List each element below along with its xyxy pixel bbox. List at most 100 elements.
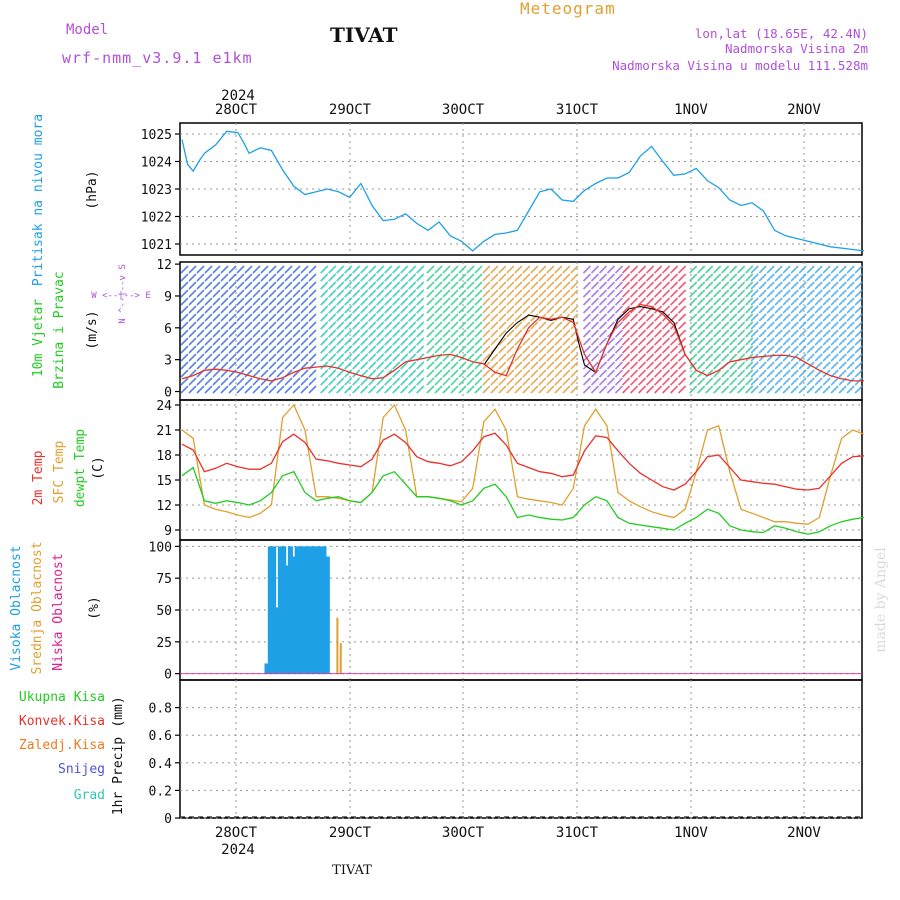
wind-arrow [300, 305, 309, 314]
wind-arrow [729, 377, 738, 386]
wind-arrow [729, 305, 738, 314]
wind-arrow [838, 297, 847, 306]
wind-arrow [474, 337, 483, 346]
wind-arrow [750, 329, 759, 338]
wind-arrow [782, 345, 791, 354]
wind-arrow [360, 297, 369, 306]
wind-arrow [590, 329, 600, 338]
wind-arrow [284, 265, 293, 274]
cloud-ylabel-high: Visoka Oblacnost [9, 545, 24, 670]
wind-arrow [822, 289, 831, 298]
wind-arrow [582, 377, 592, 386]
coords-label: lon,lat (18.65E, 42.4N) [695, 26, 868, 41]
wind-arrow [798, 321, 807, 330]
wind-arrow [300, 385, 309, 394]
wind-arrow [782, 305, 791, 314]
wind-arrow [474, 273, 483, 282]
wind-arrow [538, 329, 547, 338]
top-year-label: 2024 [221, 88, 255, 104]
wind-arrow [846, 369, 855, 378]
wind-arrow [766, 321, 775, 330]
wind-arrow [713, 329, 722, 338]
wind-arrow [774, 369, 783, 378]
wind-arrow [538, 281, 547, 290]
wind-arrow [830, 273, 839, 282]
wind-arrow [426, 345, 435, 354]
wind-arrow [622, 377, 631, 386]
wind-arrow [376, 345, 385, 354]
wind-arrow [846, 273, 855, 282]
wind-arrow [750, 385, 759, 394]
wind-arrow [244, 297, 253, 306]
wind-arrow [490, 361, 499, 370]
wind-arrow [570, 337, 579, 346]
wind-arrow [236, 313, 245, 322]
wind-arrow [737, 313, 746, 322]
wind-arrow [538, 289, 547, 298]
wind-arrow [598, 321, 608, 330]
wind-arrow [196, 377, 205, 386]
wind-arrow [750, 377, 759, 386]
wind-arrow [376, 265, 385, 274]
wind-arrow [228, 281, 237, 290]
wind-arrow [721, 273, 730, 282]
wind-arrow [466, 305, 475, 314]
wind-arrow [236, 385, 245, 394]
wind-arrow [678, 353, 687, 362]
wind-arrow [514, 321, 523, 330]
wind-arrow [598, 281, 608, 290]
wind-arrow [442, 281, 451, 290]
precip-legend-hail: Grad [74, 788, 105, 803]
wind-arrow [750, 289, 759, 298]
wind-arrow [662, 265, 671, 274]
wind-arrow [236, 329, 245, 338]
wind-arrow [654, 297, 663, 306]
wind-arrow [498, 377, 507, 386]
wind-arrow [252, 289, 261, 298]
wind-arrow [774, 305, 783, 314]
wind-arrow [308, 329, 317, 338]
wind-arrow [360, 281, 369, 290]
wind-arrow [180, 305, 189, 314]
wind-arrow [408, 345, 417, 354]
wind-arrow [228, 297, 237, 306]
wind-arrow [654, 281, 663, 290]
wind-arrow [320, 377, 329, 386]
wind-arrow [758, 329, 767, 338]
wind-arrow [180, 321, 189, 330]
temp-unit: (C) [91, 456, 106, 479]
wind-arrow [798, 361, 807, 370]
wind-arrow [798, 297, 807, 306]
wind-arrow [450, 273, 459, 282]
wind-arrow [180, 377, 189, 386]
wind-arrow [212, 385, 221, 394]
cloud-bar [284, 565, 290, 674]
wind-arrow [434, 313, 443, 322]
wind-arrow [284, 281, 293, 290]
wind-arrow [482, 321, 491, 330]
wind-arrow [729, 361, 738, 370]
y-tick-label: 0 [164, 386, 172, 401]
wind-arrow [434, 377, 443, 386]
wind-arrow [376, 337, 385, 346]
wind-arrow [670, 385, 679, 394]
wind-arrow [737, 345, 746, 354]
wind-arrow [562, 361, 571, 370]
wind-arrow [782, 361, 791, 370]
wind-arrow [554, 377, 563, 386]
wind-arrow [638, 369, 647, 378]
wind-arrow [846, 337, 855, 346]
wind-arrow [392, 353, 401, 362]
wind-arrow [705, 345, 714, 354]
wind-arrow [750, 345, 759, 354]
wind-arrow [300, 329, 309, 338]
wind-arrow [268, 377, 277, 386]
wind-arrow-band [180, 265, 317, 394]
wind-arrow [598, 273, 608, 282]
wind-arrow [713, 353, 722, 362]
wind-arrow [360, 337, 369, 346]
wind-arrow [442, 377, 451, 386]
wind-arrow [368, 313, 377, 322]
wind-arrow [846, 313, 855, 322]
wind-arrow [721, 289, 730, 298]
